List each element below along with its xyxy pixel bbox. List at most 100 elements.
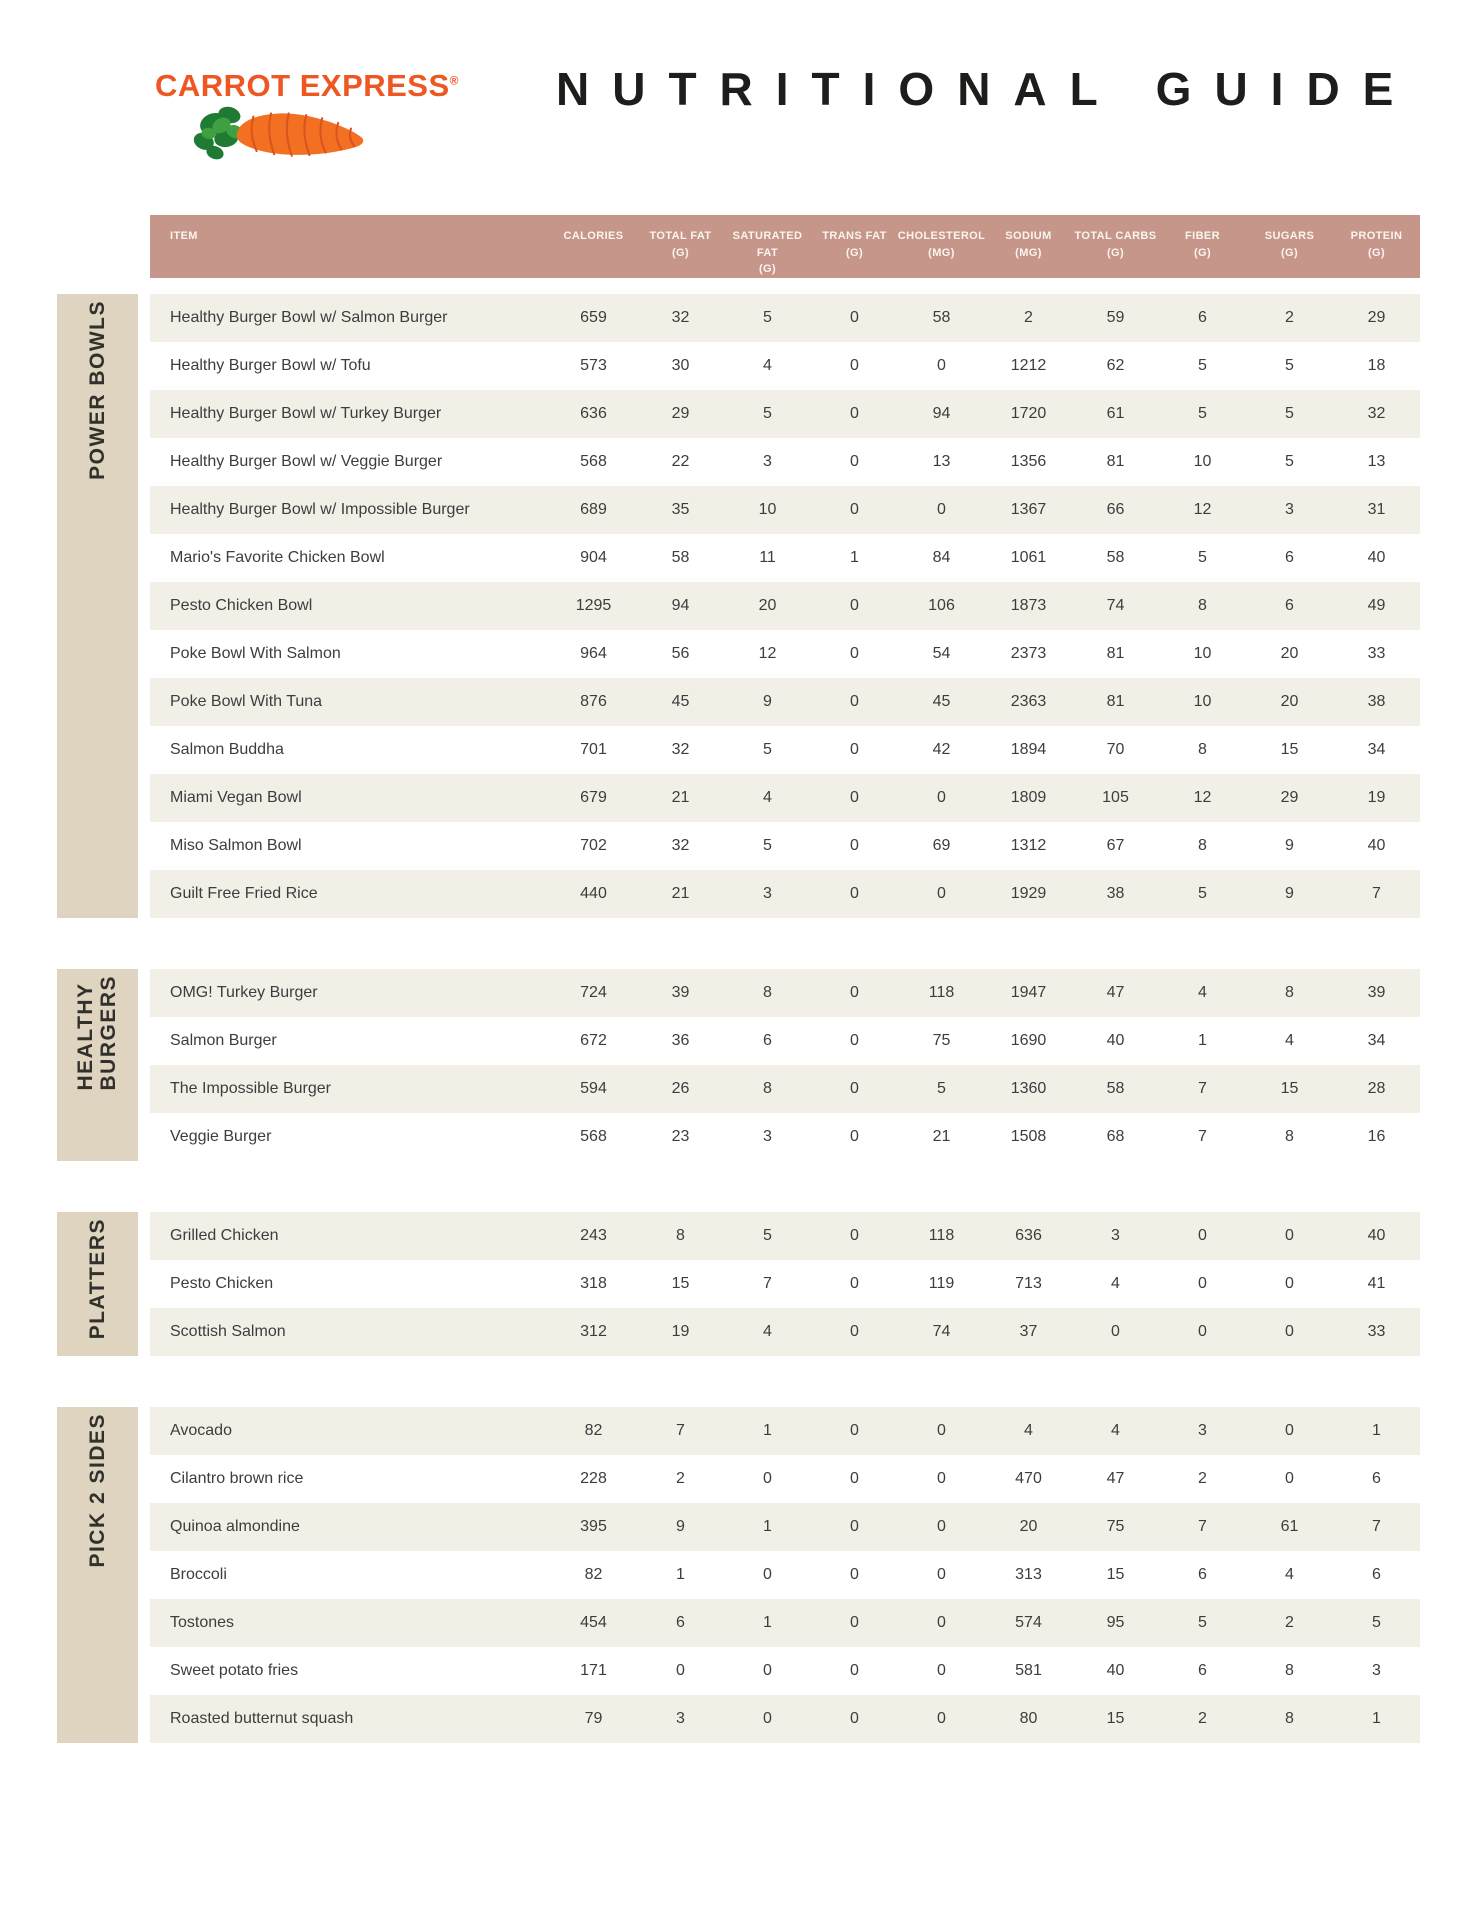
value-fiber: 0 xyxy=(1198,1275,1207,1292)
table-row: Guilt Free Fried Rice 440 21 3 0 0 1929 38 5 9 7 xyxy=(150,870,1420,918)
value-protein: 31 xyxy=(1367,501,1386,518)
value-cholesterol: 69 xyxy=(932,837,951,854)
column-label: SODIUM xyxy=(1005,230,1052,242)
value-protein: 18 xyxy=(1367,357,1386,374)
value-fiber: 2 xyxy=(1198,1470,1207,1487)
value-total-carbs: 70 xyxy=(1106,741,1125,758)
table-row: Pesto Chicken 318 15 7 0 119 713 4 0 0 41 xyxy=(150,1260,1420,1308)
value-sodium: 1356 xyxy=(1010,453,1047,470)
column-header-total-carbs: TOTAL CARBS (G) xyxy=(1072,215,1159,278)
value-trans-fat: 0 xyxy=(850,1662,859,1679)
column-header-total-fat: TOTAL FAT (G) xyxy=(637,215,724,278)
value-trans-fat: 0 xyxy=(850,1323,859,1340)
section-platters: PLATTERS Grilled Chicken 243 8 5 0 118 636 3 0 0 40… xyxy=(57,1212,1422,1356)
value-total-fat: 29 xyxy=(671,405,690,422)
value-trans-fat: 0 xyxy=(850,885,859,902)
section-power-bowls: POWER BOWLS Healthy Burger Bowl w/ Salmon… xyxy=(57,294,1422,918)
value-sugars: 0 xyxy=(1285,1323,1294,1340)
value-saturated-fat: 20 xyxy=(758,597,777,614)
value-protein: 6 xyxy=(1372,1566,1381,1583)
value-trans-fat: 0 xyxy=(850,357,859,374)
item-name: Guilt Free Fried Rice xyxy=(170,885,318,902)
item-name: Miami Vegan Bowl xyxy=(170,789,302,806)
value-fiber: 5 xyxy=(1198,1614,1207,1631)
value-protein: 38 xyxy=(1367,693,1386,710)
column-label: TRANS FAT xyxy=(822,230,887,242)
value-fiber: 0 xyxy=(1198,1323,1207,1340)
item-name: Pesto Chicken xyxy=(170,1275,274,1292)
value-saturated-fat: 5 xyxy=(763,309,772,326)
value-total-fat: 39 xyxy=(671,984,690,1001)
value-fiber: 4 xyxy=(1198,984,1207,1001)
value-sodium: 1947 xyxy=(1010,984,1047,1001)
value-total-fat: 94 xyxy=(671,597,690,614)
column-header-cholesterol: CHOLESTEROL (MG) xyxy=(898,215,985,278)
item-name: Pesto Chicken Bowl xyxy=(170,597,313,614)
value-total-fat: 8 xyxy=(676,1227,685,1244)
value-sugars: 29 xyxy=(1280,789,1299,806)
value-cholesterol: 0 xyxy=(937,1662,946,1679)
column-label: PROTEIN xyxy=(1350,230,1403,242)
value-total-fat: 21 xyxy=(671,885,690,902)
value-cholesterol: 0 xyxy=(937,1566,946,1583)
value-protein: 28 xyxy=(1367,1080,1386,1097)
item-name: Grilled Chicken xyxy=(170,1227,279,1244)
carrot-logo-icon xyxy=(193,106,364,160)
value-cholesterol: 75 xyxy=(932,1032,951,1049)
value-total-fat: 2 xyxy=(676,1470,685,1487)
column-header-sodium: SODIUM (MG) xyxy=(985,215,1072,278)
value-sugars: 9 xyxy=(1285,885,1294,902)
table-row: Roasted butternut squash 79 3 0 0 0 80 15 2 8 1 xyxy=(150,1695,1420,1743)
value-calories: 702 xyxy=(580,837,607,854)
value-trans-fat: 0 xyxy=(850,501,859,518)
value-saturated-fat: 5 xyxy=(763,741,772,758)
table-row: Healthy Burger Bowl w/ Veggie Burger 568 2… xyxy=(150,438,1420,486)
value-trans-fat: 0 xyxy=(850,645,859,662)
value-trans-fat: 0 xyxy=(850,405,859,422)
value-total-fat: 19 xyxy=(671,1323,690,1340)
value-cholesterol: 0 xyxy=(937,501,946,518)
value-total-fat: 35 xyxy=(671,501,690,518)
column-unit: (G) xyxy=(1106,246,1125,259)
table-row: Salmon Buddha 701 32 5 0 42 1894 70 8 15 34 xyxy=(150,726,1420,774)
value-total-carbs: 40 xyxy=(1106,1662,1125,1679)
value-saturated-fat: 9 xyxy=(763,693,772,710)
value-cholesterol: 0 xyxy=(937,1470,946,1487)
value-sodium: 4 xyxy=(1024,1422,1033,1439)
table-row: Healthy Burger Bowl w/ Tofu 573 30 4 0 0 1212 6… xyxy=(150,342,1420,390)
table-row: Miso Salmon Bowl 702 32 5 0 69 1312 67 8 9 40 xyxy=(150,822,1420,870)
value-sodium: 470 xyxy=(1015,1470,1042,1487)
item-name: Healthy Burger Bowl w/ Impossible Burger xyxy=(170,501,470,518)
value-fiber: 5 xyxy=(1198,405,1207,422)
column-header-fiber: FIBER (G) xyxy=(1159,215,1246,278)
table-row: Tostones 454 6 1 0 0 574 95 5 2 5 xyxy=(150,1599,1420,1647)
section-sidebar-healthy-burgers: HEALTHY BURGERS xyxy=(57,969,138,1161)
value-cholesterol: 0 xyxy=(937,1518,946,1535)
column-unit: (MG) xyxy=(1015,246,1042,259)
table-row: OMG! Turkey Burger 724 39 8 0 118 1947 47 4 8 39 xyxy=(150,969,1420,1017)
value-trans-fat: 0 xyxy=(850,1566,859,1583)
value-total-carbs: 66 xyxy=(1106,501,1125,518)
item-name: Tostones xyxy=(170,1614,235,1631)
value-total-fat: 32 xyxy=(671,309,690,326)
value-trans-fat: 0 xyxy=(850,837,859,854)
value-fiber: 1 xyxy=(1198,1032,1207,1049)
section-sidebar-pick-2-sides: PICK 2 SIDES xyxy=(57,1407,138,1743)
column-unit: (G) xyxy=(758,263,777,275)
value-total-carbs: 4 xyxy=(1111,1275,1120,1292)
value-sugars: 5 xyxy=(1285,405,1294,422)
column-label: ITEM xyxy=(170,230,198,242)
value-saturated-fat: 1 xyxy=(763,1422,772,1439)
value-fiber: 12 xyxy=(1193,789,1212,806)
value-fiber: 7 xyxy=(1198,1128,1207,1145)
value-trans-fat: 0 xyxy=(850,1128,859,1145)
value-total-fat: 30 xyxy=(671,357,690,374)
value-sugars: 2 xyxy=(1285,309,1294,326)
value-cholesterol: 54 xyxy=(932,645,951,662)
value-saturated-fat: 11 xyxy=(759,549,776,566)
value-sodium: 2 xyxy=(1024,309,1033,326)
value-fiber: 8 xyxy=(1198,597,1207,614)
table-row: Cilantro brown rice 228 2 0 0 0 470 47 2 0 6 xyxy=(150,1455,1420,1503)
value-fiber: 5 xyxy=(1198,357,1207,374)
value-saturated-fat: 4 xyxy=(763,1323,772,1340)
